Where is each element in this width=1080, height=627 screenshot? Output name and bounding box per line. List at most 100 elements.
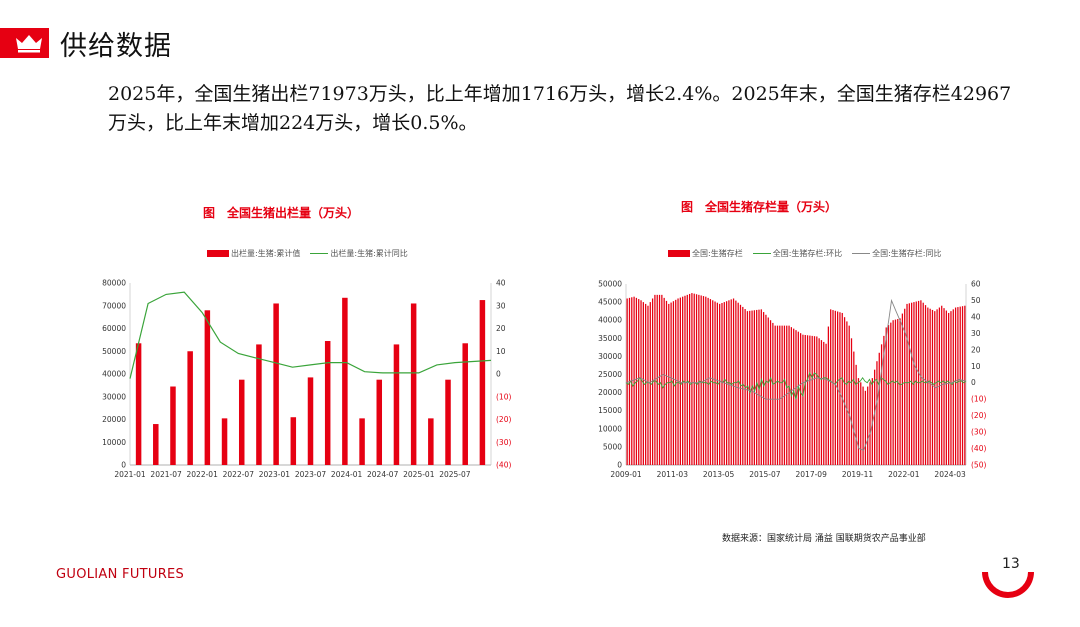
bar: [700, 295, 702, 465]
series-line: [625, 298, 967, 451]
chart2-legend-bar: 全国:生猪存栏: [692, 249, 743, 258]
y-tick-left: 0: [617, 461, 622, 470]
bar: [686, 294, 688, 465]
bar: [806, 335, 809, 465]
bar: [774, 325, 776, 465]
bar: [901, 313, 904, 465]
x-tick-label: 2022-01: [888, 470, 920, 479]
bar: [670, 302, 672, 465]
y-tick-right: 0: [971, 378, 976, 387]
bar: [793, 328, 795, 465]
bar: [762, 312, 765, 465]
bar: [843, 317, 846, 465]
bar: [647, 305, 649, 465]
bar: [887, 325, 890, 465]
bar: [929, 308, 931, 465]
x-tick-label: 2011-03: [657, 470, 689, 479]
y-tick-right: (10): [971, 395, 986, 404]
x-tick-label: 2024-07: [367, 470, 399, 479]
bar: [204, 310, 211, 465]
data-source: 数据来源：国家统计局 涌益 国联期货农产品事业部: [722, 534, 926, 544]
y-tick-left: 50000: [102, 347, 126, 356]
bar: [742, 306, 744, 465]
bar: [479, 300, 486, 465]
bar: [797, 331, 799, 465]
y-tick-right: (40): [496, 461, 511, 470]
x-tick-label: 2025-01: [403, 470, 435, 479]
bar: [765, 314, 767, 465]
page-number: 13: [1002, 556, 1020, 572]
bar: [695, 294, 698, 465]
bar: [693, 293, 695, 465]
bar: [911, 302, 913, 465]
bar: [952, 309, 954, 465]
x-tick-label: 2024-03: [934, 470, 966, 479]
bar: [187, 351, 193, 465]
series-line: [129, 291, 492, 379]
y-tick-right: (30): [971, 428, 986, 437]
bar: [890, 322, 892, 465]
series-line: [625, 371, 967, 400]
bar: [658, 294, 661, 465]
bar: [818, 338, 820, 465]
chart1-title: 图 全国生猪出栏量（万头）: [203, 206, 360, 220]
x-tick-label: 2021-01: [114, 470, 146, 479]
bar: [702, 296, 705, 465]
bar: [153, 424, 159, 465]
bar: [342, 297, 348, 465]
y-tick-left: 20000: [102, 415, 126, 424]
bar: [855, 364, 857, 465]
y-tick-right: 60: [971, 280, 981, 289]
bar: [915, 301, 917, 465]
bar: [924, 305, 927, 465]
bar: [860, 382, 862, 465]
bar: [848, 325, 850, 465]
chart1-legend: 出栏量:生猪:累计值 出栏量:生猪:累计同比: [207, 248, 408, 259]
bar: [651, 298, 654, 465]
bar: [931, 309, 934, 465]
y-tick-left: 10000: [598, 424, 622, 433]
y-tick-right: 20: [496, 324, 506, 333]
bar: [799, 333, 802, 465]
bar: [410, 303, 417, 465]
bar: [904, 308, 906, 465]
bar: [959, 306, 961, 465]
bar: [428, 418, 434, 465]
page-arc-icon: [982, 572, 1034, 598]
y-tick-right: 10: [496, 347, 506, 356]
bar: [682, 296, 684, 465]
bar: [862, 386, 864, 465]
bar: [892, 320, 894, 465]
bar: [950, 311, 952, 465]
bar: [376, 379, 383, 465]
legend-line-swatch: [752, 253, 771, 254]
y-tick-right: (50): [971, 461, 986, 470]
y-tick-right: (20): [971, 411, 986, 420]
bar: [954, 307, 957, 465]
bar: [691, 293, 693, 465]
bar: [813, 336, 816, 465]
chart2-legend-line-yoy: 全国:生猪存栏:同比: [872, 249, 942, 258]
bar: [899, 318, 901, 465]
y-tick-right: (20): [496, 415, 511, 424]
legend-line-swatch: [310, 253, 329, 254]
bar: [850, 338, 853, 465]
bar: [853, 351, 855, 465]
y-tick-right: (10): [496, 392, 511, 401]
bar: [238, 379, 245, 465]
bar: [878, 352, 880, 465]
y-tick-left: 25000: [598, 370, 622, 379]
bar: [307, 377, 314, 465]
bar: [945, 310, 947, 465]
y-tick-left: 5000: [603, 442, 622, 451]
bar: [839, 312, 841, 465]
bar: [948, 312, 950, 465]
bar: [883, 335, 885, 465]
legend-bar-swatch: [668, 250, 690, 257]
brand-logo-text: GUOLIAN FUTURES: [56, 567, 185, 582]
bar: [772, 322, 774, 465]
y-tick-right: (30): [496, 438, 511, 447]
bar: [645, 303, 647, 465]
bar: [776, 325, 779, 465]
